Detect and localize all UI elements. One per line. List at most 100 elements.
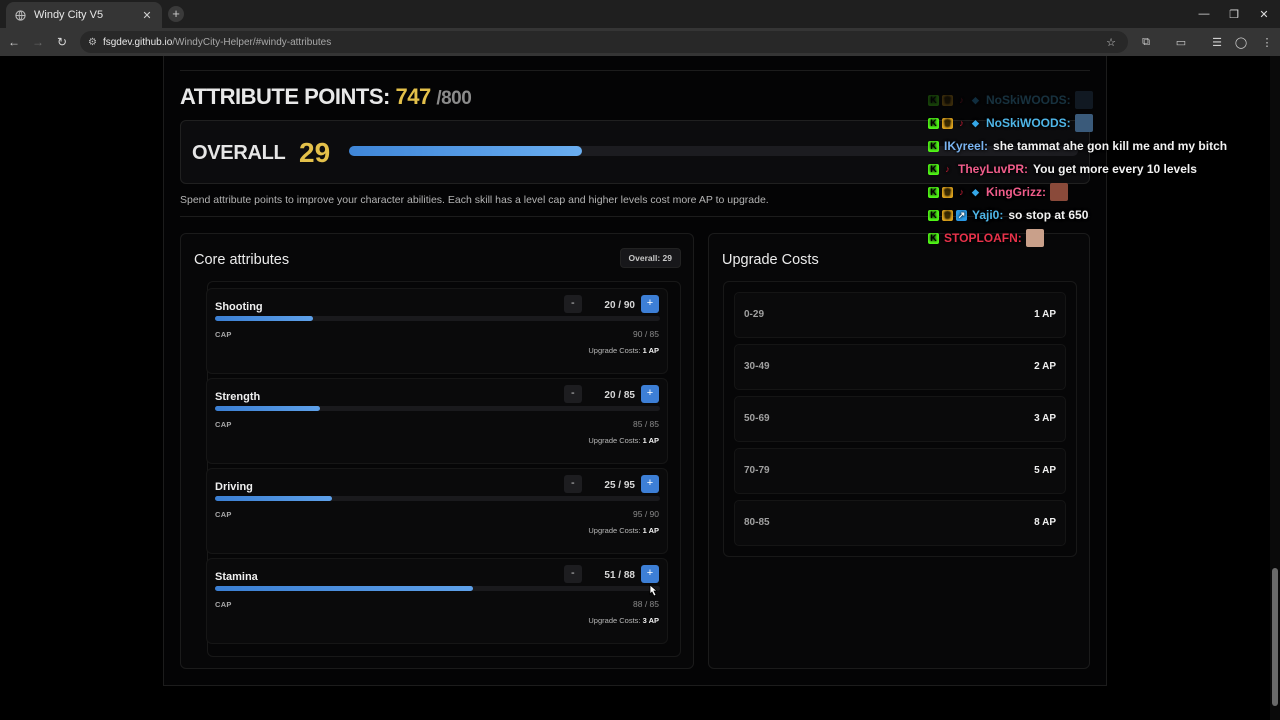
gem-badge-icon: ◆ — [972, 94, 979, 105]
chat-username: Yaji0: — [972, 208, 1004, 222]
ap-current: 747 — [395, 84, 431, 109]
back-icon[interactable]: ← — [8, 35, 20, 49]
minimize-icon[interactable]: — — [1198, 8, 1210, 20]
address-bar[interactable]: ⚙ fsgdev.github.io/WindyCity-Helper/#win… — [80, 31, 1128, 53]
crown-badge-icon: ♛ — [942, 186, 953, 198]
ap-separator: / — [436, 88, 442, 109]
tab-title: Windy City V5 — [34, 9, 104, 21]
chat-text: You get more every 10 levels — [1033, 162, 1197, 176]
chat-message: K IKyreel: she tammat ahe gon kill me and … — [928, 136, 1227, 156]
increase-button[interactable]: + — [641, 385, 659, 403]
ap-cost: 2 AP — [1034, 361, 1056, 372]
attribute-card-strength: Strength - 20 / 85 + CAP 85 / 85 Upgrade Costs… — [206, 378, 668, 464]
attribute-value: 25 / 95 — [604, 480, 635, 491]
chat-username: STOPLOAFN: — [944, 231, 1022, 245]
media-control-icon[interactable]: ☰ — [1212, 36, 1222, 49]
site-info-icon[interactable]: ⚙ — [88, 36, 97, 48]
level-range: 50-69 — [744, 413, 770, 424]
cap-value: 88 / 85 — [633, 599, 659, 609]
chat-text: she tammat ahe gon kill me and my bitch — [993, 139, 1228, 153]
extensions-icon[interactable]: ⧉ — [1142, 35, 1150, 48]
overall-value: 29 — [299, 137, 331, 168]
upgrade-cost-value: 1 AP — [642, 436, 659, 445]
scrollbar-thumb[interactable] — [1272, 568, 1278, 706]
increase-button[interactable]: + — [641, 565, 659, 583]
divider — [180, 216, 1090, 217]
decrease-button[interactable]: - — [563, 565, 582, 583]
upgrade-costs-list: 0-29 1 AP 30-49 2 AP 50-69 3 AP 70-79 5 AP 80-85… — [723, 281, 1077, 557]
attribute-value: 20 / 90 — [604, 300, 635, 311]
emote-icon — [1074, 114, 1093, 132]
decrease-button[interactable]: - — [563, 475, 582, 493]
attribute-name: Stamina — [215, 571, 258, 583]
subscriber-badge-icon: ♪ — [959, 94, 964, 105]
ap-label: ATTRIBUTE POINTS: — [180, 84, 390, 109]
cost-row: 70-79 5 AP — [734, 448, 1066, 494]
browser-toolbar: ← → ↻ ⚙ fsgdev.github.io/WindyCity-Helpe… — [0, 28, 1280, 56]
upgrade-cost: Upgrade Costs: 1 AP — [588, 436, 659, 445]
increase-button[interactable]: + — [641, 475, 659, 493]
url-host: fsgdev.github.io — [102, 36, 173, 48]
cap-label: CAP — [215, 330, 232, 339]
profile-icon[interactable]: ◯ — [1234, 36, 1248, 49]
attribute-points-heading: ATTRIBUTE POINTS: 747 /800 — [180, 84, 472, 110]
upgrade-cost-label: Upgrade Costs: — [588, 346, 641, 355]
close-tab-icon[interactable]: ✕ — [142, 9, 152, 22]
chat-username: NoSkiWOODS: — [986, 116, 1071, 130]
overall-progress-fill — [349, 146, 583, 156]
kick-badge-icon: K — [928, 94, 939, 106]
attribute-value: 20 / 85 — [604, 390, 635, 401]
cast-icon[interactable]: ▭ — [1175, 36, 1187, 49]
emote-icon — [1025, 229, 1044, 247]
reload-icon[interactable]: ↻ — [56, 35, 68, 49]
globe-icon — [14, 9, 26, 21]
attribute-progress-fill — [215, 316, 313, 321]
subscriber-badge-icon: ♪ — [945, 163, 950, 174]
cost-row: 30-49 2 AP — [734, 344, 1066, 390]
menu-icon[interactable]: ⋮ — [1261, 36, 1273, 49]
subscriber-badge-icon: ♪ — [959, 117, 964, 128]
upgrade-costs-title: Upgrade Costs — [722, 252, 819, 268]
new-tab-button[interactable]: + — [168, 6, 184, 22]
cost-row: 0-29 1 AP — [734, 292, 1066, 338]
attribute-progress-bar — [215, 496, 660, 501]
crown-badge-icon: ♛ — [942, 117, 953, 129]
level-range: 30-49 — [744, 361, 770, 372]
level-range: 80-85 — [744, 517, 770, 528]
attribute-card-stamina: Stamina - 51 / 88 + CAP 88 / 85 Upgrade Costs:… — [206, 558, 668, 644]
url-path: /WindyCity-Helper/#windy-attributes — [172, 36, 332, 48]
decrease-button[interactable]: - — [563, 385, 582, 403]
overall-progress-bar — [349, 146, 1078, 156]
upgrade-cost-value: 1 AP — [642, 346, 659, 355]
attribute-name: Shooting — [215, 301, 263, 313]
kick-badge-icon: K — [928, 186, 939, 198]
chat-username: NoSkiWOODS: — [986, 93, 1071, 107]
bolt-badge-icon: ↗ — [956, 209, 967, 221]
level-range: 70-79 — [744, 465, 770, 476]
cap-value: 85 / 85 — [633, 419, 659, 429]
cap-label: CAP — [215, 510, 232, 519]
attribute-progress-fill — [215, 586, 474, 591]
browser-tab[interactable]: Windy City V5 ✕ — [6, 2, 162, 28]
cap-label: CAP — [215, 600, 232, 609]
upgrade-cost-value: 1 AP — [642, 526, 659, 535]
increase-button[interactable]: + — [641, 295, 659, 313]
browser-tab-bar: Windy City V5 ✕ + — ❐ ✕ — [0, 0, 1280, 28]
decrease-button[interactable]: - — [563, 295, 582, 313]
overall-label: OVERALL — [192, 142, 286, 164]
attribute-progress-bar — [215, 406, 660, 411]
crown-badge-icon: ♛ — [942, 209, 953, 221]
chat-message: K STOPLOAFN: — [928, 228, 1044, 248]
bookmark-star-icon[interactable]: ☆ — [1106, 36, 1116, 49]
core-attributes-title: Core attributes — [194, 252, 290, 268]
cap-value: 95 / 90 — [633, 509, 659, 519]
forward-icon[interactable]: → — [32, 35, 44, 49]
attribute-progress-fill — [215, 406, 320, 411]
upgrade-cost-label: Upgrade Costs: — [588, 616, 641, 625]
scrollbar[interactable] — [1270, 56, 1280, 720]
close-window-icon[interactable]: ✕ — [1259, 8, 1269, 21]
crown-badge-icon: ♛ — [942, 94, 953, 106]
emote-icon — [1074, 91, 1093, 109]
ap-cost: 1 AP — [1034, 309, 1056, 320]
restore-icon[interactable]: ❐ — [1229, 8, 1239, 21]
